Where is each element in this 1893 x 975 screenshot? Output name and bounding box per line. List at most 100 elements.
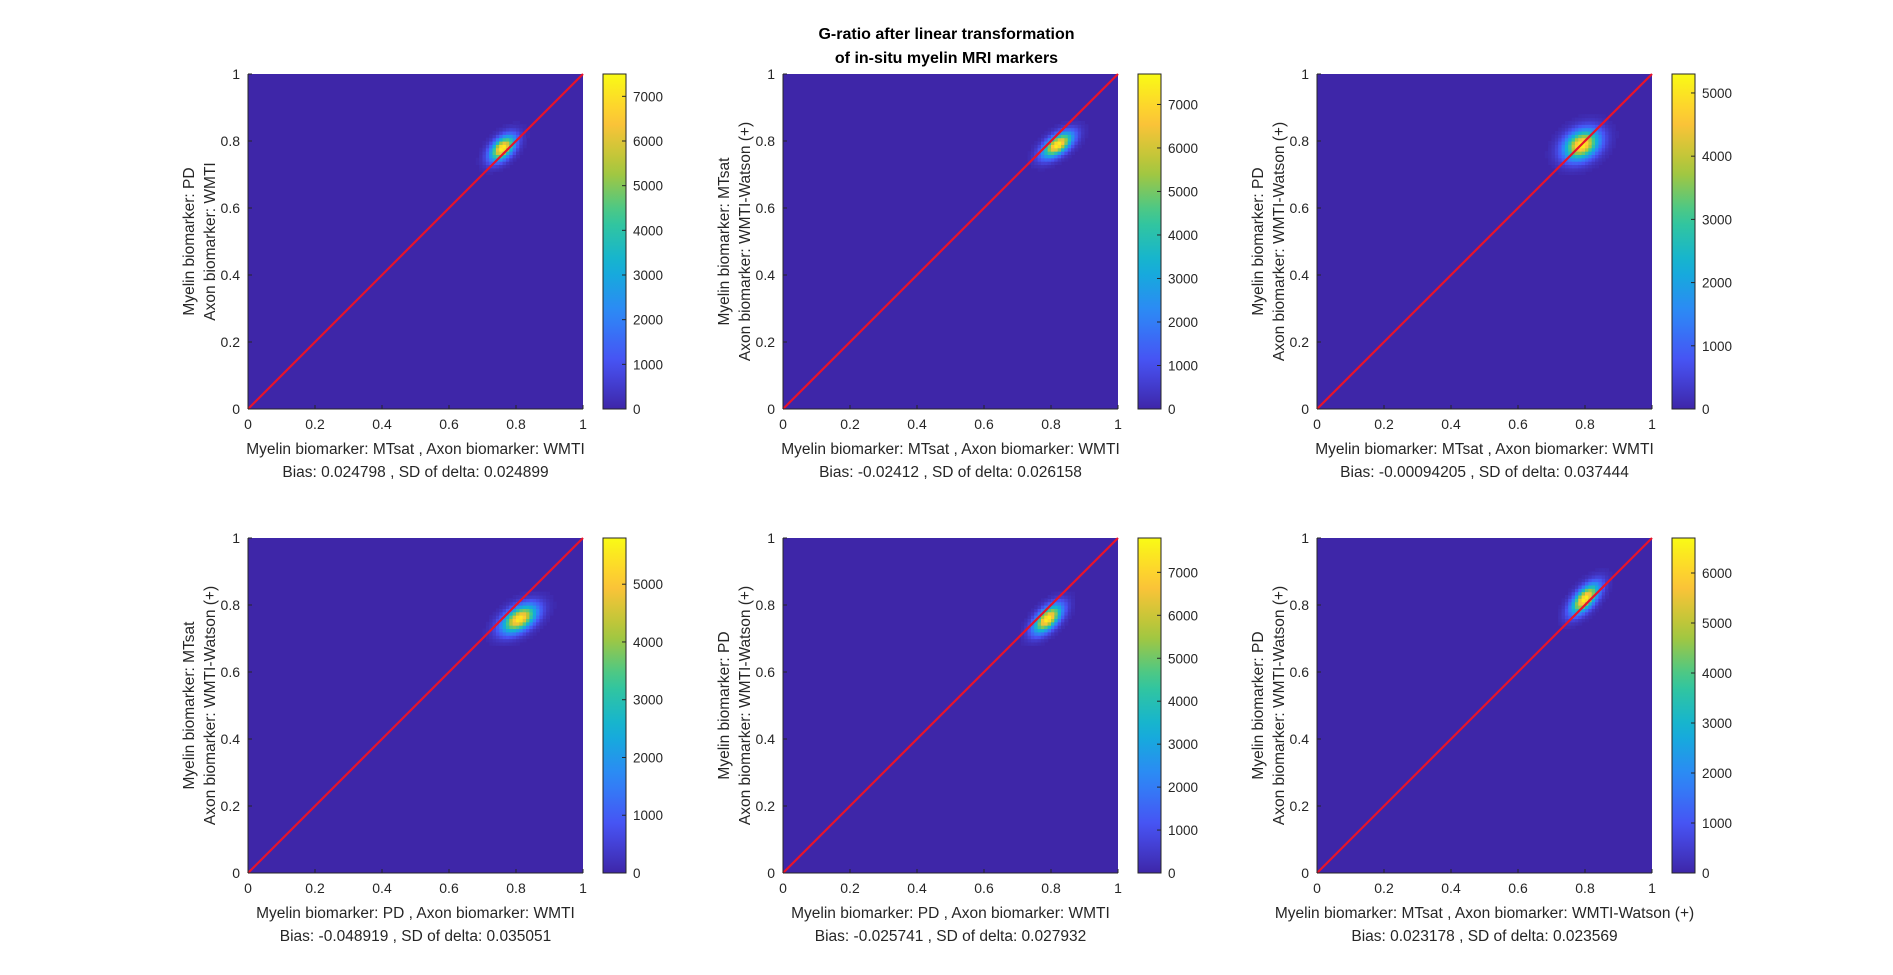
heatmap-cell xyxy=(549,608,554,613)
heatmap-cell xyxy=(1030,641,1035,646)
heatmap-cell xyxy=(522,124,527,129)
heatmap-cell xyxy=(1558,161,1563,166)
heatmap-cell xyxy=(1601,588,1606,593)
heatmap-cell xyxy=(1581,114,1586,119)
heatmap-cell xyxy=(1040,605,1045,609)
heatmap-cell xyxy=(502,141,507,145)
heatmap-cell xyxy=(1051,154,1055,159)
heatmap-cell xyxy=(522,625,527,630)
heatmap-cell xyxy=(1578,601,1583,606)
heatmap-cell xyxy=(1601,137,1606,142)
heatmap-cell xyxy=(1558,167,1563,172)
heatmap-cell xyxy=(1047,601,1052,606)
heatmap-cell xyxy=(1081,127,1086,132)
heatmap-cell xyxy=(1591,571,1596,576)
heatmap-cell xyxy=(1044,631,1049,636)
heatmap-cell xyxy=(1585,117,1589,122)
heatmap-cell xyxy=(1061,130,1065,135)
y-tick-label: 0.8 xyxy=(1290,133,1310,149)
heatmap-cell xyxy=(475,157,480,162)
heatmap-cell xyxy=(542,608,547,613)
y-axis-label-line-1: Myelin biomarker: PD xyxy=(1250,631,1267,779)
heatmap-cell xyxy=(479,154,484,159)
heatmap-cell xyxy=(499,144,504,149)
heatmap-cell xyxy=(1027,631,1032,636)
x-tick-label: 0.6 xyxy=(974,416,994,432)
heatmap-cell xyxy=(1081,130,1086,135)
heatmap-cell xyxy=(1074,147,1079,152)
heatmap-cell xyxy=(1611,130,1616,135)
heatmap-cell xyxy=(1571,608,1576,613)
heatmap-cell xyxy=(1558,611,1563,616)
heatmap-cell xyxy=(1027,157,1032,162)
identity-line xyxy=(247,537,584,874)
figure-title-line-2: of in-situ myelin MRI markers xyxy=(834,50,1059,67)
heatmap-cell xyxy=(522,605,527,609)
heatmap-cell xyxy=(1571,134,1576,139)
heatmap-cell xyxy=(509,161,514,166)
heatmap-cell xyxy=(485,625,490,630)
heatmap-cell xyxy=(505,598,510,603)
heatmap-cell xyxy=(1578,120,1583,125)
heatmap-cell xyxy=(1578,127,1583,132)
heatmap-cell xyxy=(512,137,517,142)
heatmap-cell xyxy=(1591,151,1596,155)
heatmap-cell xyxy=(1585,114,1589,119)
heatmap-cell xyxy=(1595,144,1599,149)
heatmap-cell xyxy=(1591,141,1596,145)
heatmap-cell xyxy=(542,605,547,609)
heatmap-cell xyxy=(519,141,524,145)
heatmap-cell xyxy=(1571,605,1576,609)
heatmap-cell xyxy=(1051,635,1055,640)
heatmap-cell xyxy=(505,635,510,640)
heatmap-cell xyxy=(1595,601,1599,606)
heatmap-cell xyxy=(1564,130,1569,135)
heatmap-cell xyxy=(512,631,517,636)
heatmap-cell xyxy=(1595,147,1599,152)
heatmap-cell xyxy=(1054,628,1059,633)
heatmap-cell xyxy=(1071,141,1076,145)
heatmap-cell xyxy=(495,628,500,633)
heatmap-cell xyxy=(532,618,537,623)
colorbar-tick-label: 2000 xyxy=(1168,315,1198,330)
heatmap-cell xyxy=(1037,621,1042,626)
heatmap-cell xyxy=(1578,151,1583,155)
heatmap-cell xyxy=(499,611,504,616)
heatmap-cell xyxy=(536,598,541,603)
heatmap-cell xyxy=(485,151,490,155)
heatmap-cell xyxy=(1020,625,1025,630)
heatmap-cell xyxy=(1051,591,1055,596)
heatmap-cell xyxy=(489,171,494,176)
heatmap-cell xyxy=(1591,147,1596,152)
heatmap-cell xyxy=(1057,144,1062,149)
heatmap-cell xyxy=(519,144,524,149)
heatmap-cell xyxy=(546,601,551,606)
heatmap-cell xyxy=(1601,130,1606,135)
heatmap-cell xyxy=(1084,134,1089,139)
heatmap-cell xyxy=(1047,621,1052,626)
colorbar-tick-label: 5000 xyxy=(1168,184,1198,199)
y-tick-label: 0.6 xyxy=(756,664,776,680)
heatmap-cell xyxy=(1027,154,1032,159)
heatmap-cell xyxy=(1037,147,1042,152)
heatmap-cell xyxy=(1578,611,1583,616)
heatmap-cell xyxy=(1564,147,1569,152)
heatmap-cell xyxy=(1064,594,1069,599)
y-tick-label: 0 xyxy=(232,865,240,881)
heatmap-cell xyxy=(1571,154,1576,159)
heatmap-cell xyxy=(495,134,500,139)
heatmap-cell xyxy=(1074,120,1079,125)
heatmap-cell xyxy=(1054,124,1059,129)
heatmap-cell xyxy=(495,625,500,630)
heatmap-cell xyxy=(526,608,530,613)
heatmap-cell xyxy=(1067,591,1072,596)
heatmap-cell xyxy=(539,625,544,630)
heatmap-cell xyxy=(1581,157,1586,162)
colorbar-tick-label: 0 xyxy=(1702,402,1710,417)
heatmap-cell xyxy=(495,618,500,623)
heatmap-cell xyxy=(489,631,494,636)
heatmap-cell xyxy=(499,157,504,162)
heatmap-cell xyxy=(1558,144,1563,149)
heatmap-cell xyxy=(1047,608,1052,613)
